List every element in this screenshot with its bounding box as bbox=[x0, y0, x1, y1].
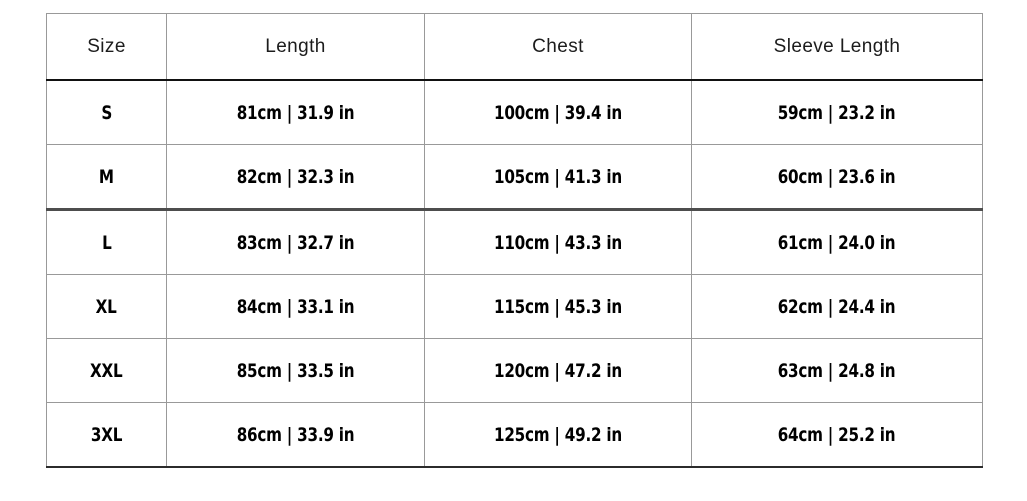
sleeve-length-cell: 60cm | 23.6 in bbox=[691, 144, 983, 210]
chest-cell: 105cm | 41.3 in bbox=[424, 144, 692, 210]
length-value: 84cm | 33.1 in bbox=[236, 295, 355, 318]
column-header-chest: Chest bbox=[424, 13, 692, 81]
size-value: XL bbox=[96, 295, 117, 318]
size-value: S bbox=[101, 101, 112, 124]
header-row: Size Length Chest Sleeve Length bbox=[46, 13, 983, 81]
chest-value: 125cm | 49.2 in bbox=[494, 423, 622, 446]
size-cell: L bbox=[46, 208, 167, 275]
length-value: 86cm | 33.9 in bbox=[236, 423, 355, 446]
size-value: 3XL bbox=[90, 423, 123, 446]
sleeve-length-value: 60cm | 23.6 in bbox=[778, 165, 896, 188]
size-value: L bbox=[101, 231, 112, 254]
length-value: 85cm | 33.5 in bbox=[236, 359, 355, 382]
table-row-3xl: 3XL 86cm | 33.9 in 125cm | 49.2 in 64cm … bbox=[46, 402, 983, 467]
length-cell: 83cm | 32.7 in bbox=[166, 208, 425, 275]
size-cell: 3XL bbox=[46, 402, 167, 467]
chest-value: 105cm | 41.3 in bbox=[494, 165, 622, 188]
length-cell: 82cm | 32.3 in bbox=[166, 144, 425, 210]
size-chart: Size Length Chest Sleeve Length S 81cm |… bbox=[46, 13, 983, 468]
size-cell: XL bbox=[46, 274, 167, 339]
sleeve-length-cell: 63cm | 24.8 in bbox=[691, 338, 983, 403]
length-value: 83cm | 32.7 in bbox=[236, 231, 355, 254]
column-header-size: Size bbox=[46, 13, 167, 81]
length-cell: 81cm | 31.9 in bbox=[166, 80, 425, 145]
sleeve-length-value: 61cm | 24.0 in bbox=[778, 231, 896, 254]
column-header-length: Length bbox=[166, 13, 425, 81]
length-value: 82cm | 32.3 in bbox=[236, 165, 355, 188]
table-row-m: M 82cm | 32.3 in 105cm | 41.3 in 60cm | … bbox=[46, 144, 983, 210]
chest-cell: 115cm | 45.3 in bbox=[424, 274, 692, 339]
size-cell: S bbox=[47, 80, 167, 145]
length-cell: 85cm | 33.5 in bbox=[166, 338, 425, 403]
sleeve-length-cell: 59cm | 23.2 in bbox=[691, 80, 983, 145]
chest-value: 100cm | 39.4 in bbox=[494, 101, 622, 124]
chest-cell: 120cm | 47.2 in bbox=[424, 338, 692, 403]
chest-cell: 100cm | 39.4 in bbox=[424, 80, 692, 145]
size-value: XXL bbox=[90, 359, 123, 382]
size-cell: XXL bbox=[46, 338, 167, 403]
table-header: Size Length Chest Sleeve Length bbox=[46, 13, 983, 81]
table-row-xxl: XXL 85cm | 33.5 in 120cm | 47.2 in 63cm … bbox=[46, 338, 983, 403]
size-cell: M bbox=[46, 144, 167, 210]
chest-value: 120cm | 47.2 in bbox=[494, 359, 622, 382]
length-cell: 86cm | 33.9 in bbox=[166, 402, 425, 467]
column-header-sleeve-length: Sleeve Length bbox=[691, 13, 983, 81]
size-value: M bbox=[99, 165, 114, 188]
table-row-l: L 83cm | 32.7 in 110cm | 43.3 in 61cm | … bbox=[46, 208, 983, 275]
chest-value: 110cm | 43.3 in bbox=[494, 231, 622, 254]
sleeve-length-value: 62cm | 24.4 in bbox=[778, 295, 896, 318]
chest-cell: 125cm | 49.2 in bbox=[424, 402, 692, 467]
sleeve-length-value: 63cm | 24.8 in bbox=[778, 359, 896, 382]
sleeve-length-value: 59cm | 23.2 in bbox=[778, 101, 896, 124]
size-chart-table: Size Length Chest Sleeve Length S 81cm |… bbox=[46, 13, 983, 468]
chest-cell: 110cm | 43.3 in bbox=[424, 208, 692, 275]
sleeve-length-cell: 61cm | 24.0 in bbox=[691, 208, 983, 275]
length-value: 81cm | 31.9 in bbox=[236, 101, 355, 124]
chest-value: 115cm | 45.3 in bbox=[494, 295, 622, 318]
sleeve-length-cell: 62cm | 24.4 in bbox=[691, 274, 983, 339]
sleeve-length-cell: 64cm | 25.2 in bbox=[691, 402, 983, 467]
table-body: S 81cm | 31.9 in 100cm | 39.4 in 59cm | … bbox=[46, 80, 983, 467]
sleeve-length-value: 64cm | 25.2 in bbox=[778, 423, 896, 446]
table-row-s: S 81cm | 31.9 in 100cm | 39.4 in 59cm | … bbox=[47, 80, 983, 145]
length-cell: 84cm | 33.1 in bbox=[166, 274, 425, 339]
table-row-xl: XL 84cm | 33.1 in 115cm | 45.3 in 62cm |… bbox=[46, 274, 983, 339]
